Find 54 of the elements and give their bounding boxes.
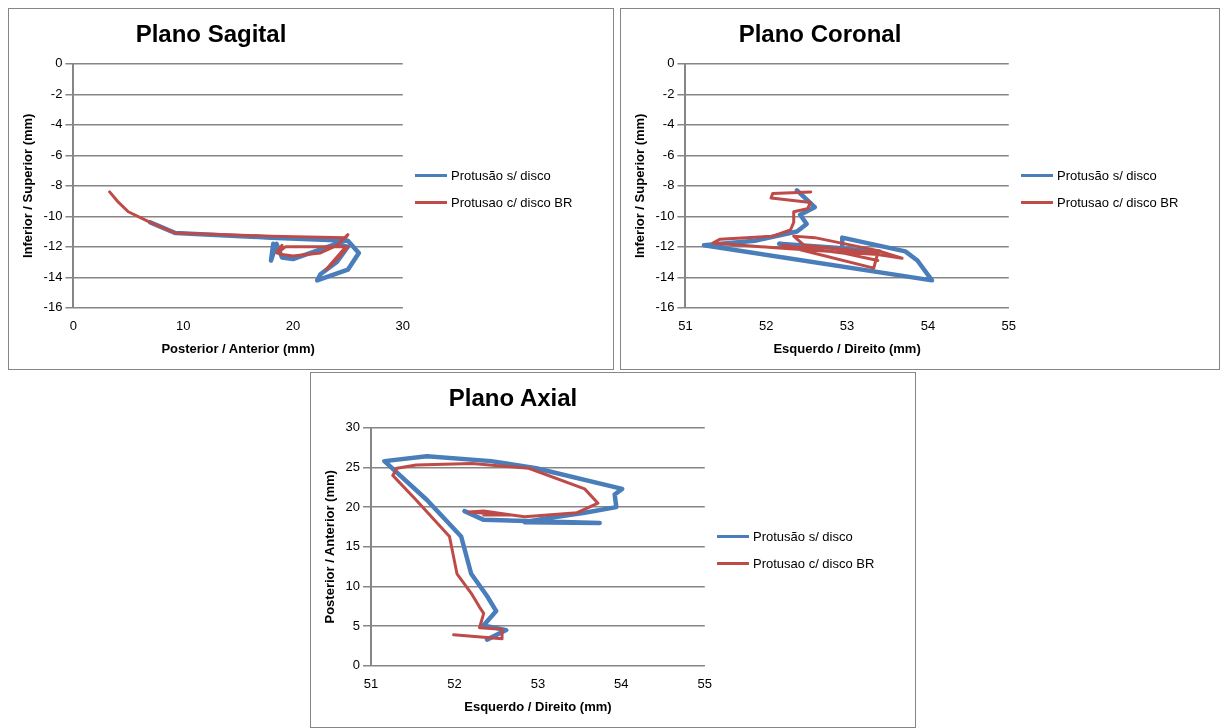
x-tick-label: 54 xyxy=(920,318,936,334)
y-tick-label: -6 xyxy=(50,146,63,162)
x-tick-label: 55 xyxy=(1001,318,1016,334)
y-tick-label: -14 xyxy=(43,268,63,284)
y-tick-label: 25 xyxy=(345,459,361,475)
x-tick-label: 51 xyxy=(363,676,379,692)
x-tick-label: 52 xyxy=(447,676,462,692)
y-tick-label: -8 xyxy=(50,177,63,193)
x-axis-title: Esquerdo / Direito (mm) xyxy=(773,340,921,356)
y-tick-label: -12 xyxy=(43,238,63,254)
y-tick-label: -6 xyxy=(662,146,675,162)
y-tick-label: 15 xyxy=(345,538,361,554)
y-tick-label: 30 xyxy=(345,419,361,435)
chart-title: Plano Coronal xyxy=(738,20,902,48)
y-axis-title: Inferior / Superior (mm) xyxy=(20,113,36,259)
x-tick-label: 10 xyxy=(175,318,191,334)
x-tick-label: 51 xyxy=(678,318,693,334)
y-tick-label: -8 xyxy=(662,177,675,193)
chart-title: Plano Axial xyxy=(448,384,578,412)
legend-label: Protusao c/ disco BR xyxy=(1057,195,1179,210)
x-tick-label: 53 xyxy=(839,318,855,334)
y-tick-label: -4 xyxy=(662,116,675,132)
x-tick-label: 52 xyxy=(759,318,774,334)
y-tick-label: -2 xyxy=(50,85,63,101)
x-tick-label: 55 xyxy=(697,676,712,692)
y-tick-label: -10 xyxy=(655,207,675,223)
x-tick-label: 53 xyxy=(530,676,546,692)
x-tick-label: 20 xyxy=(285,318,301,334)
legend-label: Protusão s/ disco xyxy=(1057,168,1157,183)
legend-label: Protusao c/ disco BR xyxy=(753,556,875,571)
legend-label: Protusao c/ disco BR xyxy=(451,195,573,210)
y-tick-label: 10 xyxy=(345,578,361,594)
y-tick-label: -4 xyxy=(50,116,63,132)
y-tick-label: 0 xyxy=(667,55,675,71)
y-tick-label: -12 xyxy=(655,238,675,254)
y-tick-label: -2 xyxy=(662,85,675,101)
y-tick-label: 5 xyxy=(352,617,361,633)
y-axis-title: Posterior / Anterior (mm) xyxy=(322,470,338,624)
y-tick-label: -14 xyxy=(655,268,675,284)
y-tick-label: 20 xyxy=(345,498,361,514)
y-tick-label: 0 xyxy=(55,55,63,71)
x-tick-label: 54 xyxy=(614,676,629,692)
legend-label: Protusão s/ disco xyxy=(451,168,551,183)
y-axis-title: Inferior / Superior (mm) xyxy=(632,113,648,259)
x-axis-title: Posterior / Anterior (mm) xyxy=(161,340,315,356)
x-tick-label: 30 xyxy=(395,318,410,334)
y-tick-label: -16 xyxy=(43,299,63,315)
chart-title: Plano Sagital xyxy=(135,20,287,48)
y-tick-label: 0 xyxy=(352,657,361,673)
x-tick-label: 0 xyxy=(69,318,78,334)
y-tick-label: -16 xyxy=(655,299,675,315)
y-tick-label: -10 xyxy=(43,207,63,223)
legend-label: Protusão s/ disco xyxy=(753,529,853,544)
x-axis-title: Esquerdo / Direito (mm) xyxy=(464,698,612,714)
